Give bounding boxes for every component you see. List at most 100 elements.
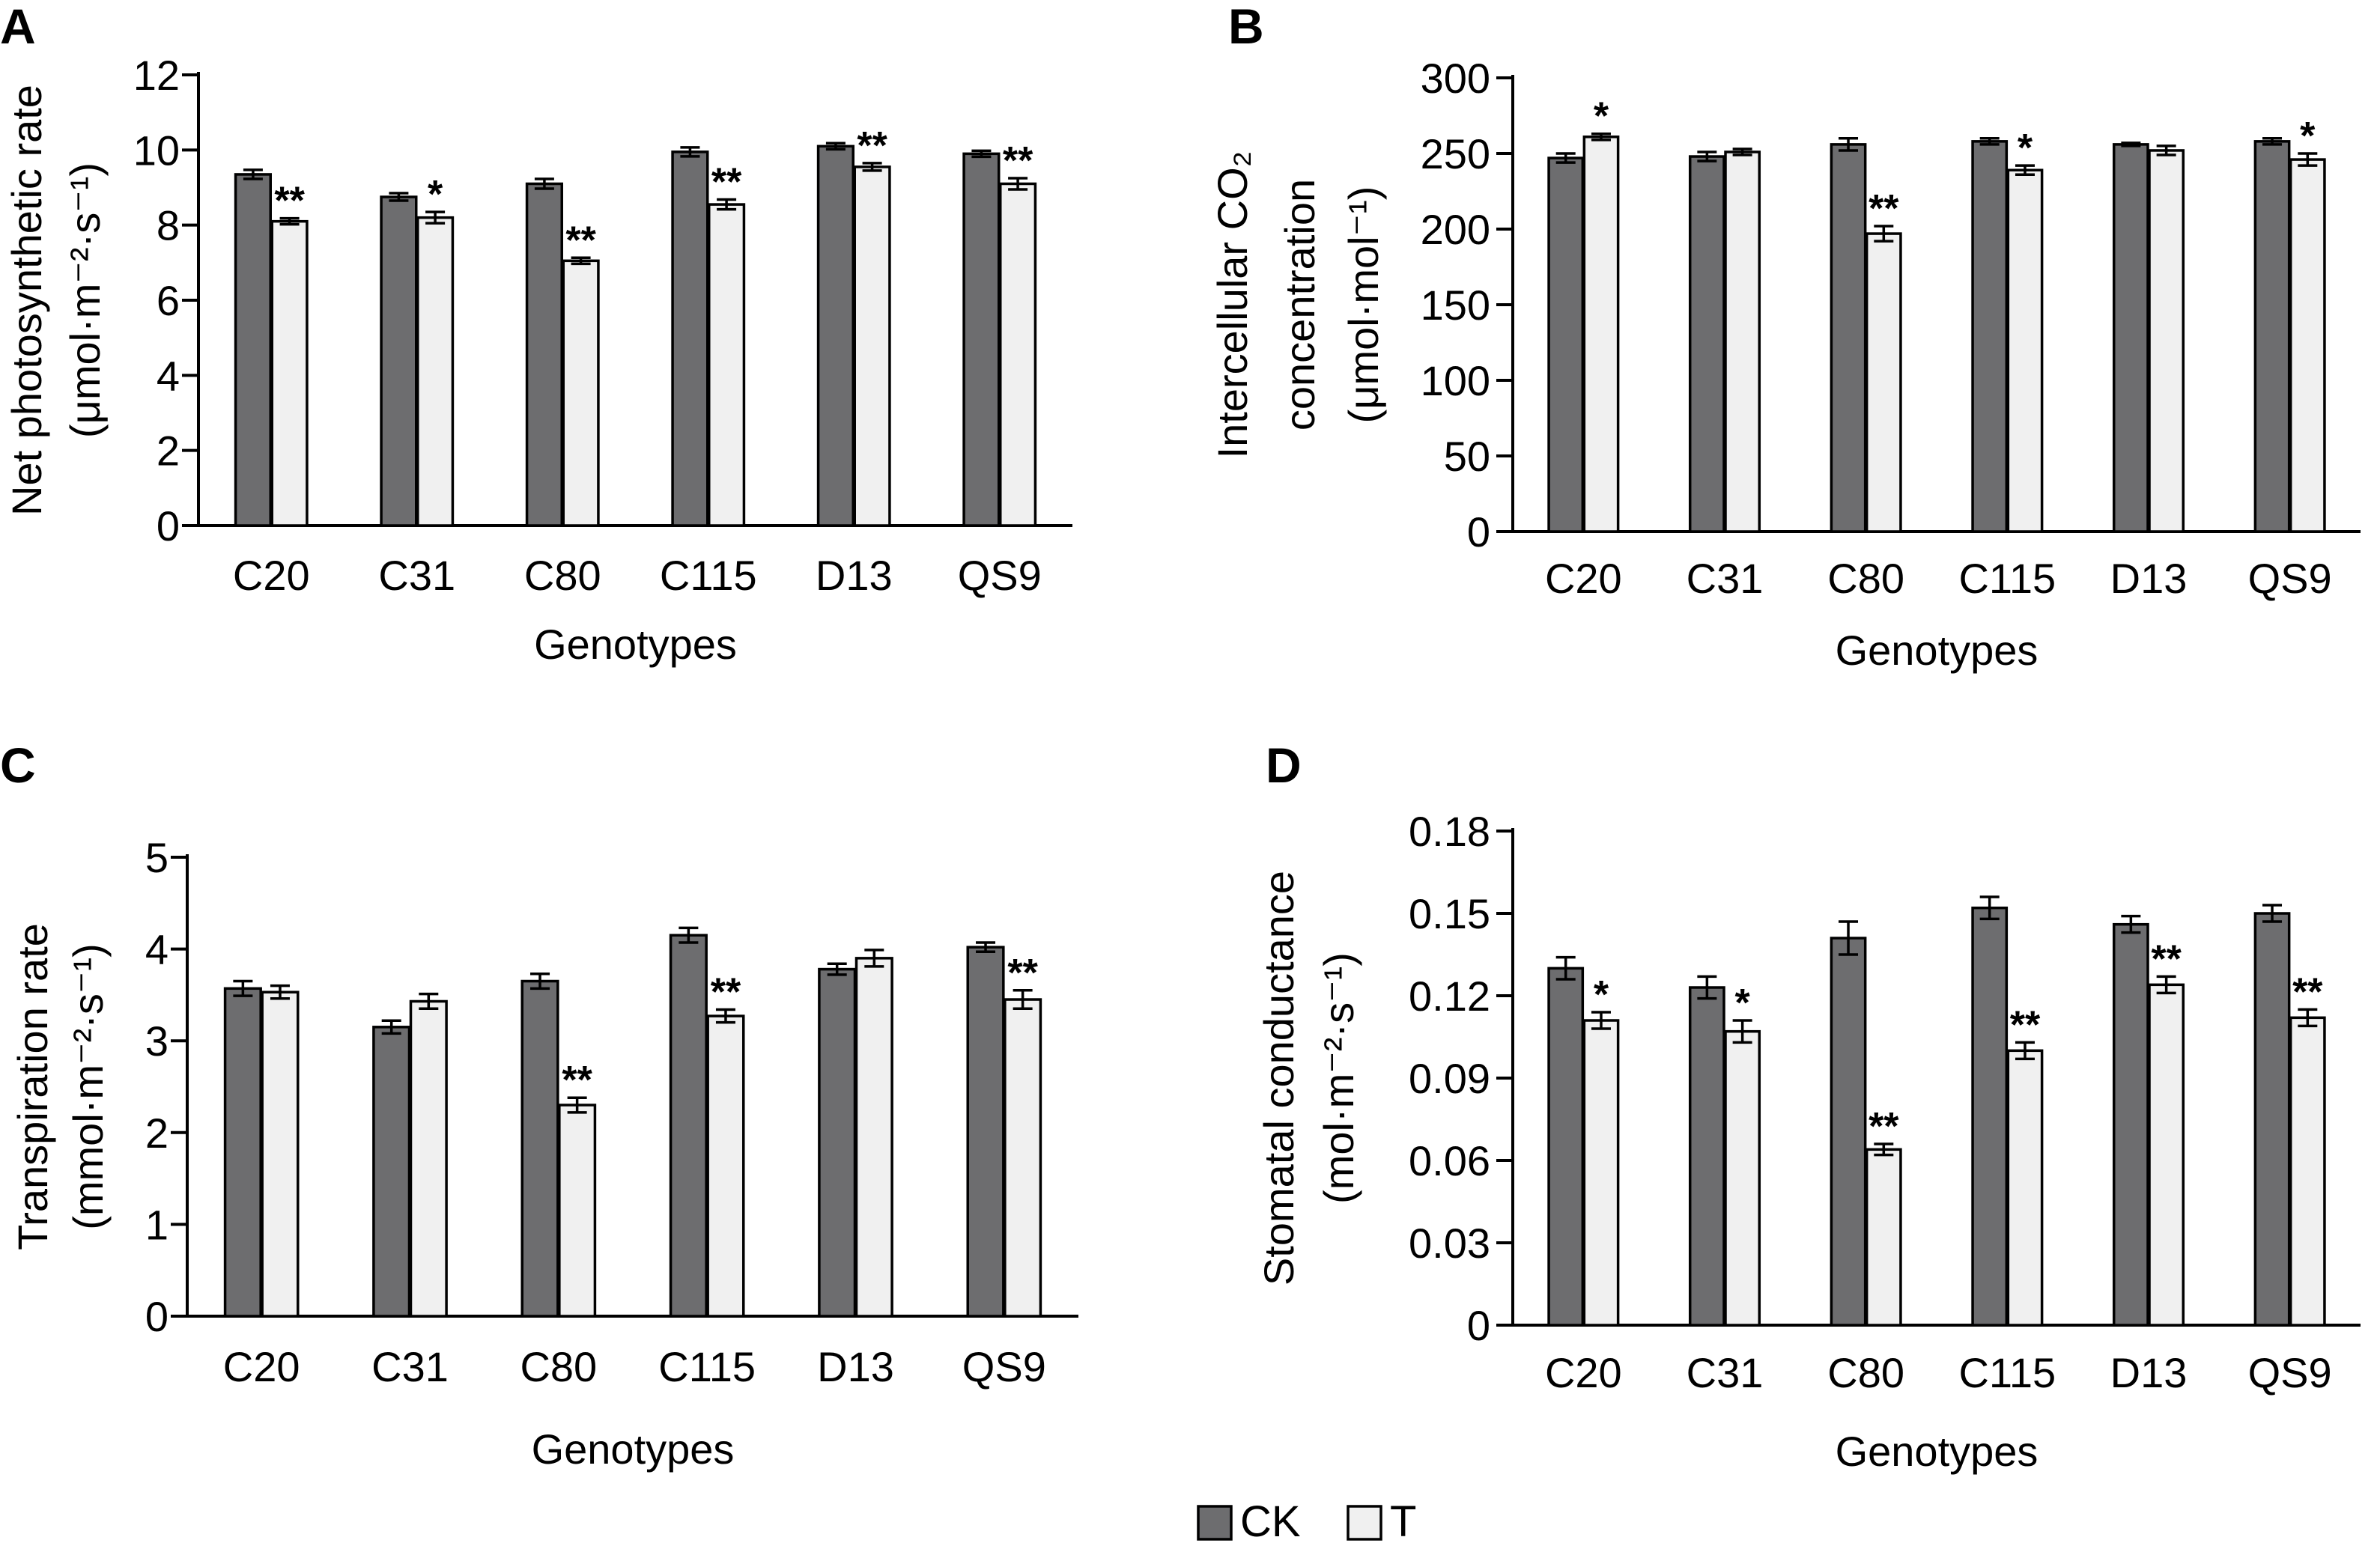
x-tick-label: C20: [1545, 1349, 1622, 1396]
x-tick-label: QS9: [958, 552, 1042, 599]
x-tick-label: C115: [658, 1343, 756, 1390]
x-tick-label: QS9: [2248, 1349, 2332, 1396]
chart-panel-d: D 0 0.03 0.06 0.09 0.12 0.15 0.18 * C20 * C31 ** C80 *…: [1255, 737, 2361, 1475]
y-tick-label: 1: [145, 1201, 169, 1248]
significance-marker: **: [565, 219, 596, 262]
legend-swatch-ck: [1197, 1505, 1233, 1541]
x-tick-label: C115: [1958, 1349, 2056, 1396]
bar-ck: [2112, 143, 2149, 533]
significance-marker: *: [2018, 127, 2033, 170]
bar-t: [1865, 232, 1902, 533]
y-axis-title: Intercellular CO₂: [1209, 151, 1256, 459]
bar-ck: [1688, 155, 1725, 533]
significance-marker: **: [1003, 139, 1033, 183]
bar-t: [1582, 1019, 1620, 1327]
bar-ck: [372, 1026, 411, 1318]
bar-ck: [962, 152, 1001, 527]
x-tick-label: C20: [1545, 555, 1622, 602]
bar-t: [853, 165, 891, 527]
bar-t: [1865, 1148, 1902, 1327]
x-tick-label: C115: [660, 552, 757, 599]
significance-marker: **: [857, 124, 887, 168]
y-tick-label: 4: [145, 926, 169, 973]
chart-panel-c: C 0 1 2 3 4 5 C20 C31 ** C80 ** C115 D13 ** QS9 Genotype…: [0, 737, 1078, 1473]
bar-t: [2006, 168, 2044, 533]
x-tick-label: C20: [223, 1343, 300, 1390]
y-axis-title: (μmol·mol⁻¹): [1340, 186, 1387, 424]
bar-t: [2289, 158, 2326, 533]
y-tick-label: 2: [157, 427, 180, 475]
y-axis-title: Transpiration rate: [9, 923, 56, 1250]
significance-marker: **: [1007, 952, 1038, 995]
y-tick-label: 12: [133, 52, 180, 99]
bar-t: [261, 990, 300, 1318]
bar-ck: [234, 173, 273, 527]
panel-letter: D: [1266, 737, 1302, 793]
significance-marker: *: [1735, 982, 1751, 1025]
bar-t: [2148, 149, 2185, 533]
bar-t: [854, 957, 893, 1318]
y-tick-label: 4: [157, 352, 180, 399]
y-tick-label: 0: [1467, 1302, 1490, 1349]
bar-t: [2289, 1016, 2326, 1327]
y-axis-title: Net photosynthetic rate: [3, 85, 50, 516]
bar-ck: [520, 979, 559, 1318]
panel-letter: B: [1228, 0, 1264, 54]
significance-marker: **: [2010, 1003, 2041, 1047]
significance-marker: **: [711, 971, 741, 1014]
significance-marker: **: [274, 180, 305, 223]
y-tick-label: 250: [1421, 130, 1490, 177]
y-tick-label: 0.15: [1409, 890, 1490, 937]
x-tick-label: C31: [1687, 1349, 1764, 1396]
x-tick-label: C31: [371, 1343, 449, 1390]
significance-marker: **: [562, 1059, 592, 1102]
x-tick-label: D13: [2110, 555, 2188, 602]
bar-ck: [1688, 986, 1725, 1327]
significance-marker: **: [2292, 970, 2323, 1014]
y-axis-title: (mmol·m⁻²·s⁻¹): [64, 943, 112, 1230]
y-tick-label: 0.06: [1409, 1137, 1490, 1184]
y-axis-title: Stomatal conductance: [1255, 871, 1302, 1285]
y-axis-title: concentration: [1276, 179, 1323, 430]
x-axis-title: Genotypes: [1836, 627, 2039, 674]
bar-ck: [669, 934, 708, 1318]
bar-ck: [1971, 906, 2009, 1327]
bar-ck: [816, 144, 854, 527]
x-tick-label: D13: [816, 552, 893, 599]
y-tick-label: 6: [157, 277, 180, 324]
x-tick-label: C80: [1827, 555, 1904, 602]
x-tick-label: C80: [524, 552, 601, 599]
panel-letter: C: [0, 737, 36, 793]
bar-ck: [2253, 912, 2291, 1327]
bar-t: [1582, 136, 1620, 533]
y-tick-label: 0.03: [1409, 1220, 1490, 1267]
y-tick-label: 5: [145, 834, 169, 881]
x-tick-label: C115: [1958, 555, 2056, 602]
bar-t: [558, 1104, 597, 1318]
y-tick-label: 0.12: [1409, 973, 1490, 1020]
bar-t: [1724, 150, 1761, 533]
bar-t: [409, 999, 448, 1318]
bar-t: [708, 203, 746, 527]
significance-marker: *: [1594, 95, 1609, 139]
bar-ck: [671, 150, 709, 527]
bar-ck: [223, 987, 262, 1318]
x-tick-label: D13: [2110, 1349, 2188, 1396]
bar-ck: [1971, 140, 2009, 533]
y-tick-label: 100: [1421, 357, 1490, 404]
y-tick-label: 0.09: [1409, 1055, 1490, 1102]
bar-ck: [525, 182, 564, 527]
bar-t: [999, 182, 1037, 527]
legend-label: CK: [1240, 1497, 1301, 1542]
legend: CK T: [1197, 1497, 1416, 1546]
x-tick-label: C80: [1827, 1349, 1904, 1396]
y-tick-label: 8: [157, 202, 180, 249]
significance-marker: **: [1869, 1105, 1899, 1148]
bar-ck: [1547, 967, 1585, 1327]
y-tick-label: 200: [1421, 206, 1490, 253]
x-tick-label: QS9: [962, 1343, 1046, 1390]
y-axis-title: (μmol·m⁻²·s⁻¹): [61, 162, 109, 438]
x-axis-title: Genotypes: [532, 1425, 735, 1473]
x-tick-label: C31: [1687, 555, 1764, 602]
